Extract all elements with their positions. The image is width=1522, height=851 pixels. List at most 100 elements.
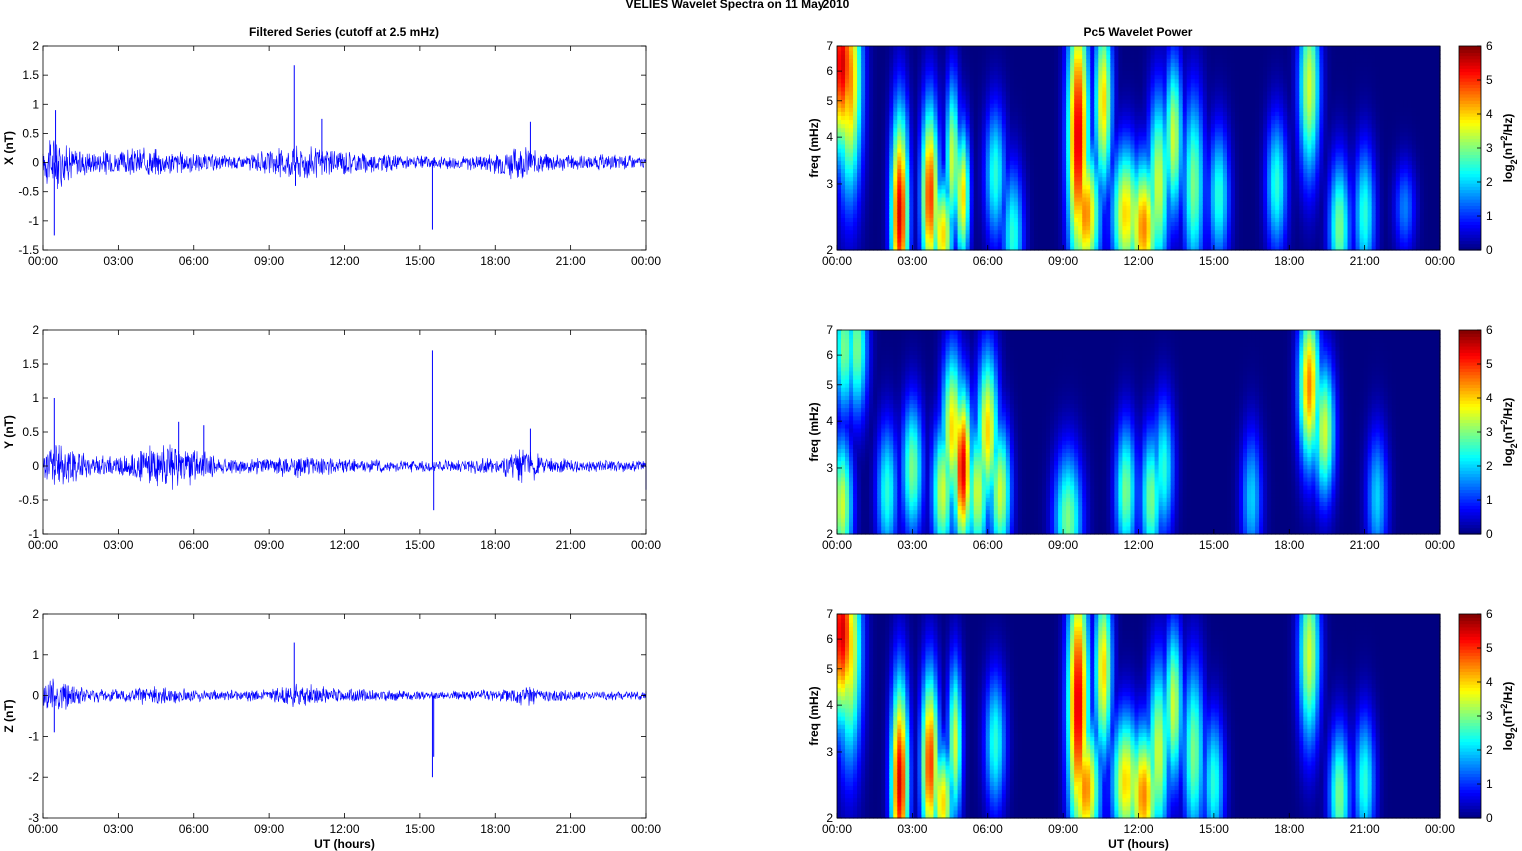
y-tick-label: 4 [826,414,833,428]
y-tick-label: 6 [826,632,833,646]
colorbar-tick-label: 0 [1486,527,1493,541]
x-tick-label: 12:00 [1123,538,1153,552]
y-tick-label: -0.5 [18,185,39,199]
x-tick-label: 00:00 [631,822,661,836]
x-tick-label: 00:00 [28,822,58,836]
y-tick-label: 1.5 [22,68,39,82]
x-tick-label: 18:00 [1274,538,1304,552]
x-tick-label: 12:00 [1123,822,1153,836]
x-axis-label: UT (hours) [314,837,375,851]
x-tick-label: 18:00 [1274,254,1304,268]
y-tick-label: 5 [826,94,833,108]
y-tick-label: 2 [32,39,39,53]
x-tick-label: 00:00 [1425,254,1455,268]
colorbar-tick-label: 5 [1486,73,1493,87]
y-tick-label: 2 [32,323,39,337]
colorbar-tick-label: 3 [1486,141,1493,155]
x-tick-label: 12:00 [329,822,359,836]
x-tick-label: 03:00 [897,254,927,268]
x-axis-label: UT (hours) [1108,837,1169,851]
colorbar-label: log2(nT2/Hz) [1499,398,1519,467]
y-axis-label: X (nT) [2,131,16,165]
colorbar-tick-label: 2 [1486,175,1493,189]
x-tick-label: 12:00 [1123,254,1153,268]
y-tick-label: 0 [32,156,39,170]
x-tick-label: 00:00 [822,822,852,836]
y-tick-label: -2 [28,770,39,784]
x-tick-label: 03:00 [103,822,133,836]
plot-area [43,614,646,818]
x-tick-label: 21:00 [1350,822,1380,836]
y-axis-label: freq (mHz) [807,402,821,461]
y-tick-label: 1 [32,391,39,405]
colorbar-tick-label: 6 [1486,607,1493,621]
x-tick-label: 21:00 [556,822,586,836]
x-tick-label: 18:00 [480,822,510,836]
x-tick-label: 00:00 [822,254,852,268]
x-tick-label: 06:00 [973,538,1003,552]
x-tick-label: 06:00 [179,254,209,268]
y-axis-label: freq (mHz) [807,686,821,745]
x-tick-label: 09:00 [254,538,284,552]
y-tick-label: 6 [826,348,833,362]
x-tick-label: 09:00 [1048,254,1078,268]
x-tick-label: 18:00 [1274,822,1304,836]
x-tick-label: 15:00 [405,254,435,268]
colorbar-tick-label: 1 [1486,493,1493,507]
x-tick-label: 03:00 [897,538,927,552]
left-column-title: Filtered Series (cutoff at 2.5 mHz) [249,25,439,39]
x-tick-label: 15:00 [405,538,435,552]
x-tick-label: 00:00 [631,254,661,268]
wavelet-power-heatmap [837,614,1441,819]
x-tick-label: 21:00 [556,254,586,268]
colorbar-tick-label: 5 [1486,641,1493,655]
colorbar-tick-label: 6 [1486,39,1493,53]
colorbar-label: log2(nT2/Hz) [1499,114,1519,183]
y-tick-label: 1 [32,97,39,111]
colorbar-tick-label: 1 [1486,209,1493,223]
x-tick-label: 06:00 [179,538,209,552]
colorbar-tick-label: 6 [1486,323,1493,337]
x-tick-label: 00:00 [631,538,661,552]
x-tick-label: 15:00 [1199,822,1229,836]
x-tick-label: 21:00 [1350,538,1380,552]
x-tick-label: 15:00 [1199,538,1229,552]
x-tick-label: 00:00 [1425,822,1455,836]
x-tick-label: 06:00 [973,254,1003,268]
colorbar-tick-label: 0 [1486,243,1493,257]
x-tick-label: 03:00 [103,538,133,552]
y-axis-label: freq (mHz) [807,118,821,177]
right-column-title: Pc5 Wavelet Power [1084,25,1193,39]
y-tick-label: 7 [826,607,833,621]
x-tick-label: 03:00 [897,822,927,836]
plot-area [43,330,646,534]
colorbar: 0 1 2 3 4 5 6 log2(nT2/Hz) [1459,39,1519,257]
wavelet-power-heatmap [837,330,1441,535]
x-tick-label: 03:00 [103,254,133,268]
wavelet-power-heatmap [837,46,1441,251]
x-tick-label: 18:00 [480,538,510,552]
colorbar-tick-label: 4 [1486,107,1493,121]
y-tick-label: 0 [32,689,39,703]
figure-title: VELIES Wavelet Spectra on 11 May [626,0,825,11]
x-tick-label: 00:00 [28,254,58,268]
y-tick-label: 0.5 [22,425,39,439]
colorbar-tick-label: 3 [1486,709,1493,723]
y-tick-label: 7 [826,323,833,337]
colorbar-tick-label: 5 [1486,357,1493,371]
figure-title-year: 2010 [823,0,850,11]
x-tick-label: 09:00 [1048,822,1078,836]
y-tick-label: -0.5 [18,493,39,507]
colorbar-tick-label: 2 [1486,743,1493,757]
y-tick-label: 3 [826,177,833,191]
colorbar-tick-label: 1 [1486,777,1493,791]
x-tick-label: 21:00 [556,538,586,552]
